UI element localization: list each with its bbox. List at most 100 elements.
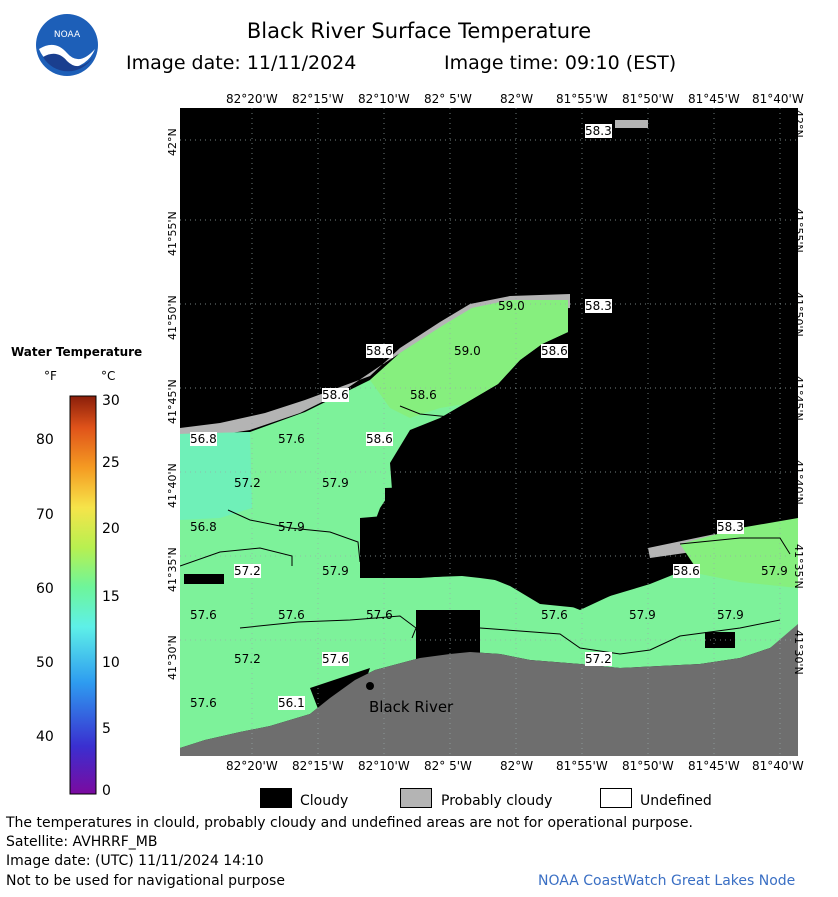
cloud-pocket (385, 486, 460, 508)
lon-label: 82°W (500, 759, 534, 773)
lon-label: 82° 5'W (424, 92, 472, 106)
lat-label: 41°55'N (166, 211, 179, 256)
legend-c-tick: 20 (102, 521, 120, 537)
lat-label: 41°40'N (166, 463, 179, 508)
legend-c-tick: 5 (102, 721, 111, 737)
temp-label: 59.0 (454, 344, 481, 358)
color-scale-bar (69, 395, 97, 795)
lat-label: 42°N (792, 110, 805, 138)
probably-cloudy-label: Probably cloudy (441, 793, 553, 809)
lon-label: 82°10'W (358, 92, 410, 106)
lon-label: 81°45'W (688, 759, 740, 773)
noaa-logo: NOAA (36, 14, 98, 76)
legend-f-tick: 40 (36, 729, 54, 745)
probably-cloudy-swatch (400, 788, 432, 808)
temp-label: 57.9 (278, 520, 305, 534)
legend-f-tick: 70 (36, 507, 54, 523)
temp-label: 59.0 (498, 299, 525, 313)
temp-label: 57.6 (322, 652, 349, 666)
lat-label: 41°45'N (792, 376, 805, 421)
lon-label: 82°10'W (358, 759, 410, 773)
temperature-map (180, 108, 798, 756)
lat-label: 41°35'N (792, 544, 805, 589)
temp-label: 57.6 (190, 696, 217, 710)
legend-c-tick: 0 (102, 783, 111, 799)
cloudy-label: Cloudy (300, 793, 349, 809)
black-river-label: Black River (369, 698, 454, 716)
temp-label: 59.0 (498, 388, 525, 402)
temp-label: 57.9 (761, 564, 788, 578)
lat-label: 41°35'N (166, 547, 179, 592)
lon-label: 81°40'W (752, 92, 804, 106)
lon-label: 82°20'W (226, 92, 278, 106)
legend-title: Water Temperature (11, 345, 143, 359)
temp-label: 57.2 (234, 564, 261, 578)
temp-label: 57.9 (322, 476, 349, 490)
legend-f-tick: 80 (36, 432, 54, 448)
image-date: Image date: 11/11/2024 (126, 52, 357, 74)
temp-label: 56.8 (190, 432, 217, 446)
temp-label: 58.6 (410, 388, 437, 402)
credit-line: NOAA CoastWatch Great Lakes Node (538, 873, 796, 889)
probably-cloudy-patch (615, 120, 648, 128)
legend-unit-c: °C (101, 369, 116, 383)
lat-label: 41°45'N (166, 379, 179, 424)
lake-water-region (180, 300, 798, 748)
temp-label: 57.9 (322, 564, 349, 578)
lon-label: 82°15'W (292, 92, 344, 106)
undefined-swatch (600, 788, 632, 808)
temp-label: 57.6 (190, 608, 217, 622)
lon-label: 81°40'W (752, 759, 804, 773)
satellite-info: Satellite: AVHRRF_MB (6, 834, 158, 850)
temp-label: 57.9 (629, 608, 656, 622)
temp-label: 57.2 (585, 652, 612, 666)
land-area (180, 624, 798, 756)
temp-label: 58.3 (585, 124, 612, 138)
temp-label: 57.6 (278, 432, 305, 446)
cloud-pocket (184, 574, 224, 584)
temp-label: 57.6 (366, 608, 393, 622)
lon-label: 81°45'W (688, 92, 740, 106)
temp-label: 57.2 (234, 652, 261, 666)
temp-label: 58.3 (585, 299, 612, 313)
lon-label: 82° 5'W (424, 759, 472, 773)
legend-unit-f: °F (44, 369, 57, 383)
legend-c-tick: 10 (102, 655, 120, 671)
lon-label: 82°20'W (226, 759, 278, 773)
noaa-logo-text: NOAA (54, 30, 81, 40)
temp-label: 57.9 (717, 608, 744, 622)
legend-c-tick: 15 (102, 589, 120, 605)
lat-label: 41°50'N (792, 292, 805, 337)
lat-label: 42°N (166, 128, 179, 156)
black-river-marker (366, 682, 374, 690)
legend-c-tick: 30 (102, 393, 120, 409)
lat-label: 41°30'N (792, 630, 805, 675)
page-title: Black River Surface Temperature (246, 19, 592, 43)
temp-label: 57.6 (541, 608, 568, 622)
lat-label: 41°40'N (792, 460, 805, 505)
undefined-label: Undefined (640, 793, 712, 809)
temp-label: 57.6 (278, 608, 305, 622)
temp-label: 58.6 (322, 388, 349, 402)
temp-label: 58.6 (366, 432, 393, 446)
navigation-warning: Not to be used for navigational purpose (6, 873, 285, 889)
lake-water-cool-edge (180, 432, 252, 520)
lake-water-warm-east (680, 518, 798, 588)
temp-label: 58.3 (717, 520, 744, 534)
temp-label: 58.6 (673, 564, 700, 578)
temp-label: 58.6 (366, 344, 393, 358)
lon-label: 81°55'W (556, 92, 608, 106)
lon-label: 82°15'W (292, 759, 344, 773)
temp-label: 56.8 (190, 520, 217, 534)
image-time: Image time: 09:10 (EST) (444, 52, 677, 74)
lat-label: 41°30'N (166, 635, 179, 680)
disclaimer: The temperatures in clould, probably clo… (6, 815, 693, 831)
lon-label: 81°50'W (622, 759, 674, 773)
lat-label: 41°50'N (166, 295, 179, 340)
lake-water-warm-region (370, 300, 568, 418)
cloud-pocket (360, 508, 650, 608)
lat-label: 41°55'N (792, 208, 805, 253)
isotherm-lines (180, 405, 791, 655)
legend-c-tick: 25 (102, 455, 120, 471)
temp-label: 56.1 (278, 696, 305, 710)
